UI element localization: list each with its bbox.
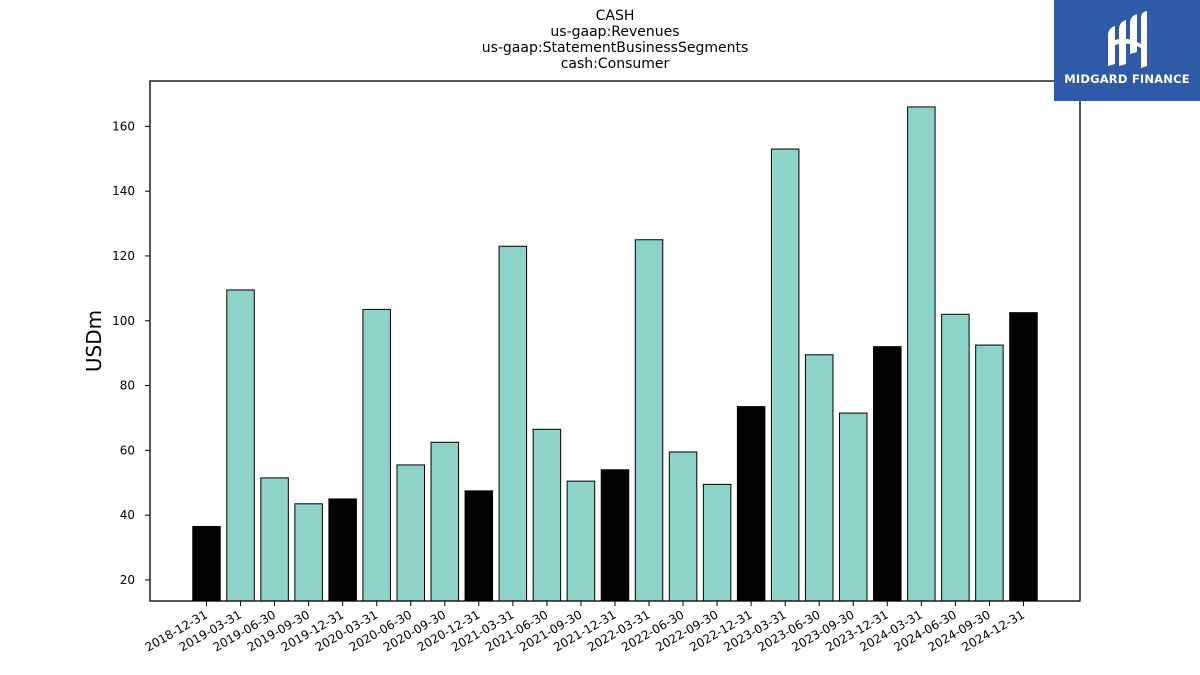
midgard-logo-icon [1108,11,1147,68]
bar-2019-09-30 [294,503,323,602]
bar-2022-12-31 [736,406,766,602]
y-tick-label: 20 [120,573,135,587]
chart-title: CASHus-gaap:Revenuesus-gaap:StatementBus… [482,8,749,72]
bar-2020-12-31 [464,490,494,602]
y-tick-label: 140 [112,184,135,198]
bar-2022-03-31 [634,239,664,602]
bar-2019-06-30 [260,477,289,602]
bar-2021-03-31 [498,245,528,602]
title-line: us-gaap:StatementBusinessSegments [482,40,749,56]
bar-2021-06-30 [532,428,562,602]
y-tick-label: 40 [120,508,135,522]
y-tick-label: 80 [120,379,135,393]
midgard-finance-logo: MIDGARD FINANCE [1054,0,1200,101]
bar-2019-03-31 [226,289,255,602]
bar-2024-12-31 [1009,312,1038,602]
y-tick-label: 60 [120,443,135,457]
bar-2018-12-31 [192,525,221,602]
bar-2021-09-30 [566,480,596,602]
y-tick-label: 120 [112,249,135,263]
y-tick-label: 160 [112,119,135,133]
title-line: CASH [596,8,635,24]
bar-2022-06-30 [668,451,698,602]
bar-2023-12-31 [873,346,902,602]
bar-2019-12-31 [328,498,357,602]
bars [192,106,1038,602]
bar-2020-03-31 [362,308,391,602]
x-axis: 2018-12-312019-03-312019-06-302019-09-30… [143,601,1027,654]
logo-text: MIDGARD FINANCE [1064,72,1190,86]
bar-2020-06-30 [396,464,425,602]
bar-2021-12-31 [600,469,630,602]
y-axis: 20 40 60 80 100 120 140 160 [112,119,150,587]
bar-2023-03-31 [770,148,800,602]
title-line: cash:Consumer [561,56,670,72]
bar-2024-06-30 [941,313,970,602]
bar-2024-09-30 [975,344,1004,602]
y-axis-label: USDm [82,310,106,372]
bar-2024-03-31 [907,106,936,602]
bar-2023-06-30 [804,354,834,602]
bar-2022-09-30 [702,483,732,602]
bar-2020-09-30 [430,441,460,602]
title-line: us-gaap:Revenues [550,24,679,40]
y-tick-label: 100 [112,314,135,328]
bar-2023-09-30 [839,412,868,602]
